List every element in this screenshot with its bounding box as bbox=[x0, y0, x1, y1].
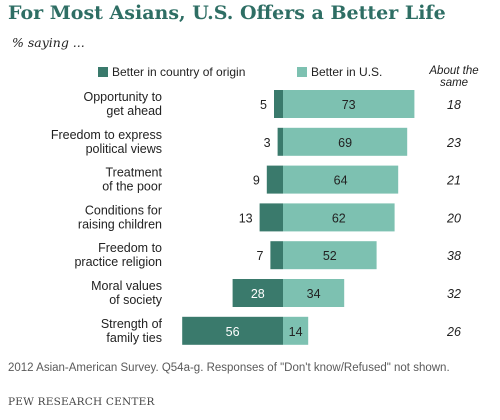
column-header-about-the-same: About the bbox=[428, 65, 478, 77]
value-label-origin: 56 bbox=[226, 325, 240, 339]
legend-label-us: Better in U.S. bbox=[311, 65, 382, 79]
chart: Better in country of origin Better in U.S… bbox=[51, 65, 479, 345]
category-label: Conditions for bbox=[85, 203, 162, 217]
value-label-us: 69 bbox=[338, 136, 352, 150]
category-label: raising children bbox=[78, 217, 162, 231]
category-label: political views bbox=[86, 142, 162, 156]
category-label: Strength of bbox=[101, 317, 163, 331]
value-label-origin: 13 bbox=[239, 211, 253, 225]
value-label-about-the-same: 38 bbox=[447, 249, 461, 263]
category-label: practice religion bbox=[74, 255, 162, 269]
bar-origin bbox=[232, 279, 283, 307]
value-label-us: 62 bbox=[332, 211, 346, 225]
value-label-us: 64 bbox=[334, 174, 348, 188]
value-label-about-the-same: 20 bbox=[446, 211, 461, 225]
bar-us bbox=[283, 90, 415, 118]
footnote: 2012 Asian-American Survey. Q54a-g. Resp… bbox=[8, 362, 450, 374]
category-label: Freedom to bbox=[98, 241, 162, 255]
value-label-us: 73 bbox=[342, 98, 356, 112]
value-label-us: 14 bbox=[289, 325, 303, 339]
legend-label-origin: Better in country of origin bbox=[112, 65, 245, 79]
value-label-about-the-same: 18 bbox=[447, 98, 461, 112]
value-label-about-the-same: 32 bbox=[447, 287, 461, 301]
value-label-us: 34 bbox=[307, 287, 321, 301]
bar-us bbox=[283, 279, 345, 307]
category-label: get ahead bbox=[106, 104, 162, 118]
chart-title: For Most Asians, U.S. Offers a Better Li… bbox=[8, 2, 446, 24]
value-label-origin: 5 bbox=[260, 98, 267, 112]
value-label-us: 52 bbox=[323, 249, 337, 263]
bar-us bbox=[283, 316, 309, 345]
value-label-about-the-same: 23 bbox=[446, 136, 461, 150]
source-credit: PEW RESEARCH CENTER bbox=[8, 396, 155, 408]
value-label-about-the-same: 26 bbox=[446, 325, 461, 339]
bar-us bbox=[283, 127, 408, 156]
category-label: Opportunity to bbox=[83, 90, 162, 104]
value-label-about-the-same: 21 bbox=[446, 174, 461, 188]
bar-origin bbox=[182, 316, 283, 345]
bar-origin bbox=[277, 127, 283, 156]
value-label-origin: 3 bbox=[264, 136, 271, 150]
category-label: Treatment bbox=[105, 166, 162, 180]
category-label: Moral values bbox=[91, 279, 162, 293]
bar-us bbox=[283, 165, 399, 194]
bar-origin bbox=[270, 241, 283, 270]
legend-swatch-origin bbox=[98, 67, 108, 77]
bar-origin bbox=[274, 90, 283, 118]
category-label: of society bbox=[109, 293, 163, 307]
chart-subtitle: % saying ... bbox=[12, 35, 85, 50]
legend-swatch-us bbox=[297, 67, 307, 77]
category-label: Freedom to express bbox=[51, 128, 162, 142]
bar-us bbox=[283, 203, 395, 232]
bar-us bbox=[283, 241, 377, 270]
value-label-origin: 28 bbox=[251, 287, 265, 301]
category-label: of the poor bbox=[102, 180, 162, 194]
value-label-origin: 9 bbox=[253, 174, 260, 188]
column-header-about-the-same: same bbox=[440, 77, 468, 89]
category-label: family ties bbox=[106, 331, 162, 345]
bar-origin bbox=[266, 165, 283, 194]
value-label-origin: 7 bbox=[256, 249, 263, 263]
bar-origin bbox=[259, 203, 283, 232]
